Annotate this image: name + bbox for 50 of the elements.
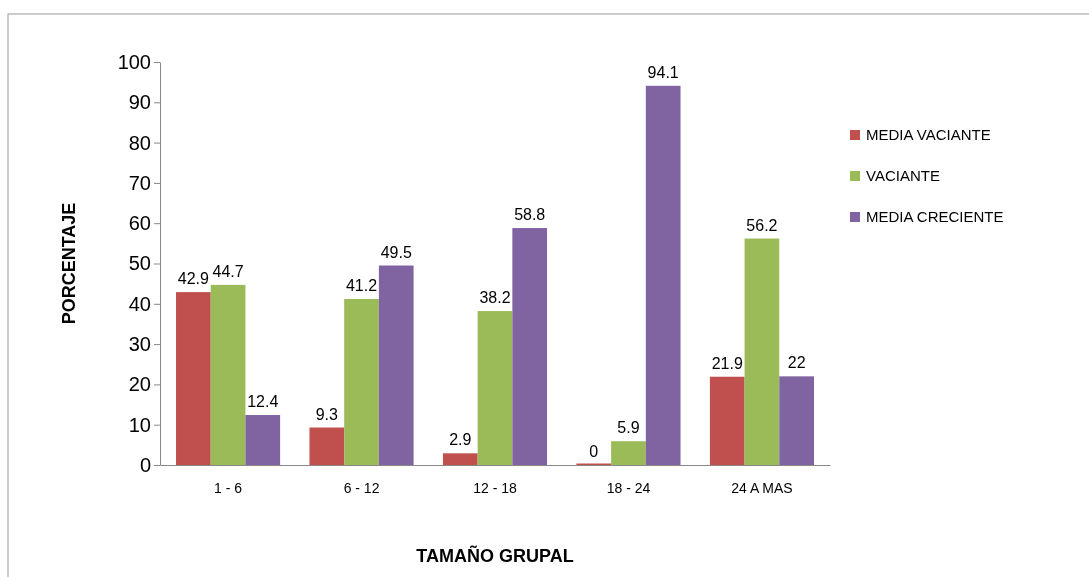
y-tick-label: 100 [117,50,151,73]
data-label: 5.9 [617,419,640,437]
bar [611,441,646,465]
data-label: 94.1 [647,63,679,81]
y-tick-label: 20 [128,373,151,396]
y-tick-label: 0 [139,453,151,476]
bar [744,238,780,465]
y-tick-label: 10 [128,413,151,436]
bar [709,376,745,465]
bar [378,265,414,465]
x-axis-title: TAMAÑO GRUPAL [416,545,574,566]
x-tick-label: 6 - 12 [343,480,380,497]
bar [245,415,281,465]
bar [442,453,478,465]
legend-label: VACIANTE [866,167,940,184]
bar [477,311,513,465]
data-label: 58.8 [514,206,546,224]
y-tick-label: 90 [128,91,151,114]
x-tick-label: 12 - 18 [473,480,517,497]
data-label: 22 [787,354,806,372]
legend-label: MEDIA VACIANTE [866,126,991,143]
y-axis-title: PORCENTAJE [59,202,79,325]
data-label: 56.2 [746,216,778,234]
data-label: 38.2 [479,289,511,307]
bar [176,292,211,465]
bar [645,85,681,465]
data-label: 42.9 [177,270,210,288]
x-tick-label: 18 - 24 [606,480,651,497]
y-tick-label: 30 [128,333,151,355]
y-tick-label: 40 [128,292,151,315]
y-tick-label: 50 [128,252,151,275]
bar [512,228,548,465]
x-tick-label: 24 A MAS [731,480,793,497]
bar [309,427,345,465]
data-label: 21.9 [711,354,743,372]
data-label: 44.7 [212,262,244,280]
y-tick-label: 70 [128,171,151,194]
y-tick-label: 80 [128,131,151,154]
data-label: 49.5 [380,243,412,261]
data-label: 12.4 [247,393,279,411]
data-label: 2.9 [449,431,472,449]
y-tick-label: 60 [128,212,151,235]
legend-label: MEDIA CRECIENTE [866,208,1004,225]
bar [344,298,379,465]
data-label: 0 [589,443,599,460]
x-tick-label: 1 - 6 [214,480,243,497]
bar [210,284,246,465]
bar [779,376,814,465]
data-label: 41.2 [345,276,378,294]
data-label: 9.3 [315,405,339,423]
